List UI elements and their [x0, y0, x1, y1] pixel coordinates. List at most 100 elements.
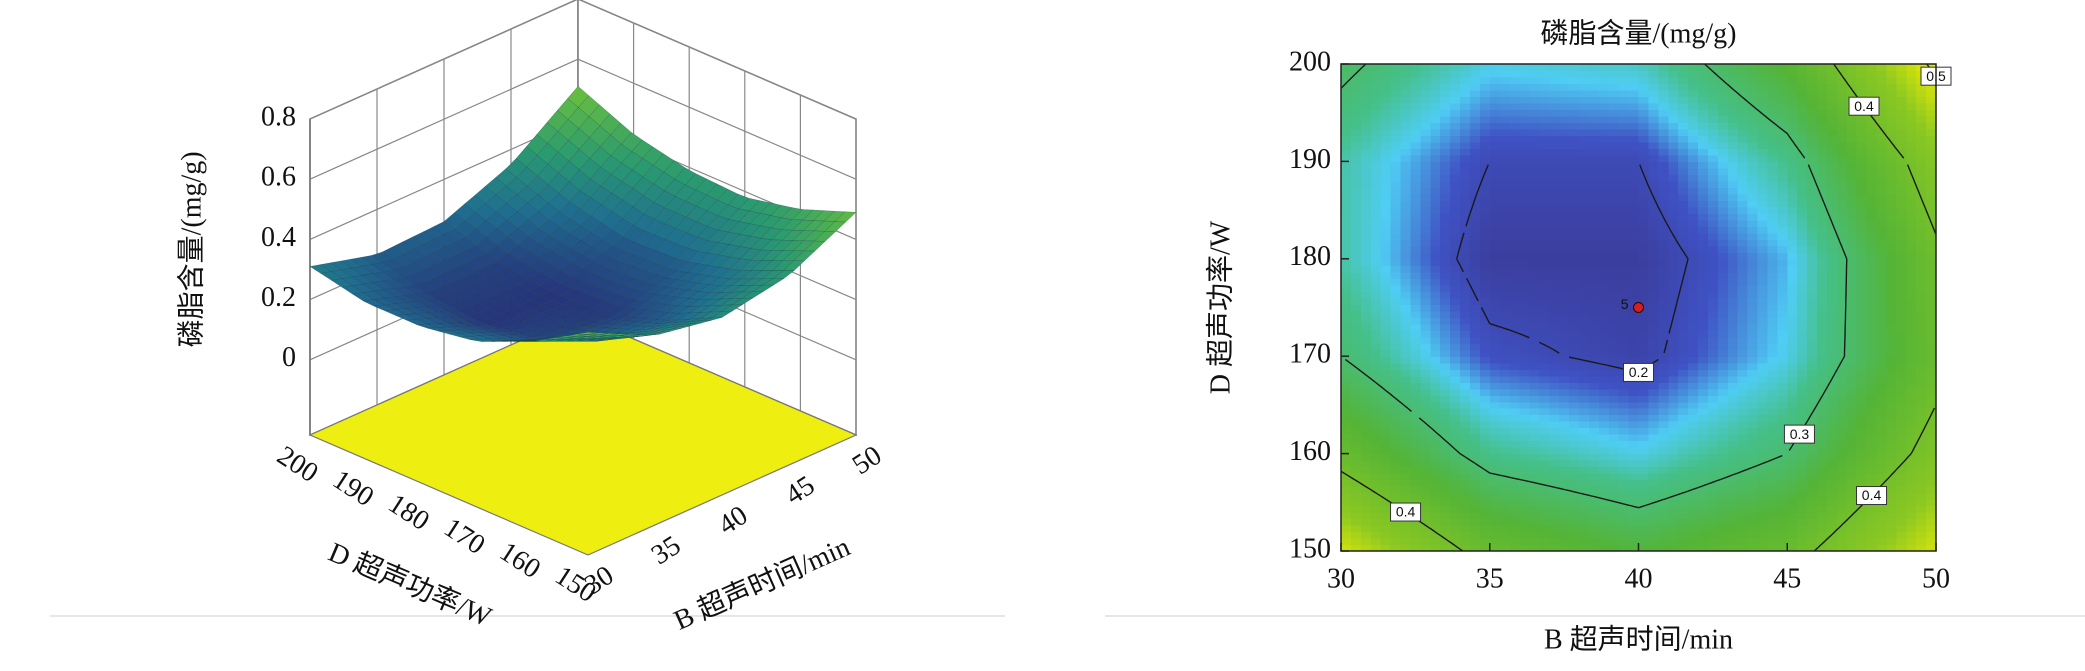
heat-cell	[1876, 102, 1888, 111]
heat-cell	[1360, 421, 1372, 429]
heat-cell	[1549, 122, 1560, 130]
heat-cell	[1608, 336, 1620, 344]
heat-cell	[1499, 369, 1511, 377]
heat-cell	[1440, 512, 1451, 520]
heat-cell	[1678, 258, 1689, 266]
heat-cell	[1509, 109, 1521, 117]
heat-cell	[1479, 531, 1491, 539]
heat-cell	[1469, 414, 1481, 422]
heat-cell	[1549, 421, 1560, 429]
heat-cell	[1440, 148, 1451, 156]
heat-cell	[1509, 330, 1521, 338]
heat-cell	[1876, 96, 1888, 104]
heat-cell	[1608, 109, 1620, 117]
heat-cell	[1519, 434, 1531, 442]
heat-cell	[1826, 492, 1838, 500]
heat-cell	[1598, 226, 1610, 234]
heat-cell	[1410, 466, 1421, 474]
heat-cell	[1400, 466, 1412, 474]
heat-cell	[1469, 505, 1481, 513]
heat-cell	[1479, 499, 1491, 507]
heat-cell	[1767, 356, 1778, 364]
heat-cell	[1737, 466, 1749, 474]
heat-cell	[1906, 161, 1917, 169]
heat-cell	[1370, 414, 1382, 422]
heat-cell	[1916, 200, 1927, 208]
heat-cell	[1380, 440, 1392, 448]
heat-cell	[1737, 206, 1749, 214]
heat-cell	[1836, 362, 1848, 370]
heat-cell	[1380, 538, 1392, 546]
heat-cell	[1866, 440, 1878, 448]
heat-cell	[1846, 252, 1858, 260]
heat-cell	[1400, 96, 1412, 104]
heat-cell	[1866, 245, 1878, 253]
heat-cell	[1598, 369, 1610, 377]
heat-cell	[1717, 167, 1729, 175]
heat-cell	[1360, 83, 1372, 91]
heat-cell	[1906, 414, 1917, 422]
heat-cell	[1549, 323, 1560, 331]
heat-cell	[1380, 466, 1392, 474]
heat-cell	[1489, 460, 1501, 468]
heat-cell	[1826, 395, 1838, 403]
heat-cell	[1886, 336, 1897, 344]
heat-cell	[1460, 180, 1471, 188]
heat-cell	[1549, 174, 1560, 182]
heat-cell	[1638, 200, 1650, 208]
heat-cell	[1926, 414, 1937, 422]
heat-cell	[1707, 531, 1719, 539]
heat-cell	[1777, 512, 1788, 520]
heat-cell	[1341, 460, 1352, 468]
heat-cell	[1410, 310, 1421, 318]
heat-cell	[1499, 239, 1511, 247]
heat-cell	[1450, 141, 1461, 150]
heat-cell	[1579, 343, 1590, 351]
heat-cell	[1747, 544, 1759, 552]
heat-cell	[1757, 219, 1769, 227]
heat-cell	[1569, 395, 1580, 403]
heat-cell	[1817, 174, 1828, 182]
heat-cell	[1896, 505, 1907, 513]
heat-cell	[1380, 343, 1392, 351]
heat-cell	[1886, 512, 1897, 520]
heat-cell	[1410, 284, 1421, 292]
heat-cell	[1400, 395, 1412, 403]
heat-cell	[1390, 362, 1402, 370]
heat-cell	[1727, 395, 1739, 403]
heat-cell	[1737, 499, 1749, 507]
heat-cell	[1460, 161, 1471, 169]
heat-cell	[1341, 265, 1352, 273]
heat-cell	[1797, 252, 1808, 260]
heat-cell	[1360, 460, 1372, 468]
heat-cell	[1360, 544, 1372, 552]
heat-cell	[1688, 421, 1699, 429]
heat-cell	[1549, 525, 1560, 533]
heat-cell	[1688, 525, 1699, 533]
heat-cell	[1569, 317, 1580, 325]
heat-cell	[1926, 427, 1937, 435]
heat-cell	[1846, 278, 1858, 286]
heat-cell	[1499, 479, 1511, 487]
heat-cell	[1707, 434, 1719, 442]
heat-cell	[1658, 460, 1669, 468]
heat-cell	[1479, 336, 1491, 344]
heat-cell	[1916, 395, 1927, 403]
heat-cell	[1559, 109, 1570, 117]
heat-cell	[1926, 161, 1937, 169]
heat-cell	[1400, 265, 1412, 273]
heat-cell	[1698, 362, 1709, 370]
heat-cell	[1390, 109, 1402, 117]
heat-cell	[1757, 109, 1769, 117]
heat-cell	[1469, 538, 1481, 546]
heat-cell	[1836, 414, 1848, 422]
heat-cell	[1747, 362, 1759, 370]
heat-cell	[1469, 128, 1481, 137]
heat-cell	[1856, 239, 1868, 247]
heat-cell	[1777, 89, 1788, 98]
heat-cell	[1489, 180, 1501, 188]
heat-cell	[1350, 135, 1362, 143]
heat-cell	[1569, 447, 1580, 455]
heat-cell	[1519, 310, 1531, 318]
heat-cell	[1757, 226, 1769, 234]
